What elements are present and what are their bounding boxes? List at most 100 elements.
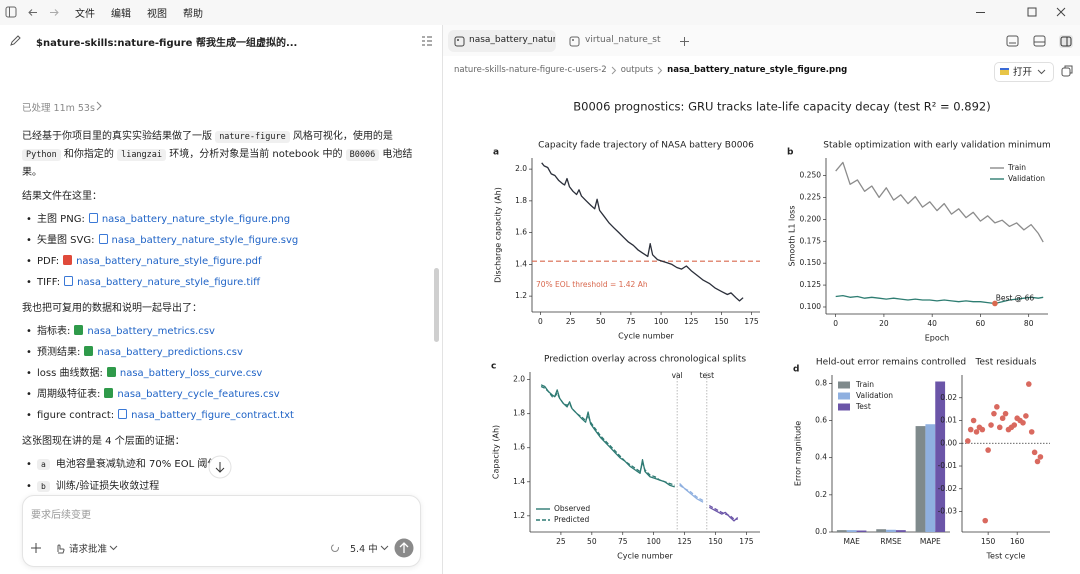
legend-swatch bbox=[838, 403, 850, 411]
menu-item[interactable]: 帮助 bbox=[183, 9, 203, 20]
text-run: 和你指定的 bbox=[60, 149, 118, 160]
nav-icons[interactable] bbox=[4, 5, 66, 20]
data-line bbox=[541, 162, 744, 302]
panel-letter: d bbox=[793, 365, 799, 375]
x-tick-label: 125 bbox=[684, 317, 699, 326]
composer[interactable] bbox=[22, 495, 421, 567]
file-link[interactable]: nasa_battery_nature_style_figure.tiff bbox=[77, 276, 261, 288]
residual-point bbox=[991, 410, 997, 417]
more-button[interactable]: ··· bbox=[270, 33, 280, 44]
chevron bbox=[380, 545, 389, 551]
x-tick-label: 160 bbox=[1010, 537, 1025, 546]
tab[interactable] bbox=[448, 30, 556, 52]
model-selector[interactable]: 5.4 中 bbox=[350, 544, 378, 555]
panel-icon[interactable] bbox=[420, 34, 434, 48]
file-link[interactable]: nasa_battery_nature_style_figure.pdf bbox=[76, 255, 262, 267]
new-tab-button[interactable] bbox=[678, 35, 691, 48]
elapsed-status[interactable]: 已处理 11m 53s bbox=[22, 103, 95, 114]
breadcrumb-item[interactable]: outputs bbox=[620, 65, 654, 75]
residual-point bbox=[1034, 458, 1041, 465]
residual-point bbox=[994, 404, 1000, 410]
app-icon bbox=[1000, 68, 1009, 75]
open-button[interactable] bbox=[994, 62, 1054, 82]
y-tick-label: 1.6 bbox=[515, 228, 527, 237]
residual-point bbox=[1023, 413, 1029, 419]
breadcrumb-item[interactable]: nature-skills-nature-figure-c-users-2 bbox=[454, 65, 607, 75]
bar bbox=[925, 424, 936, 532]
y-tick-label: 1.2 bbox=[513, 511, 525, 520]
residual-point bbox=[1017, 417, 1023, 424]
residual-point bbox=[979, 426, 986, 433]
section-heading: 我也把可复用的数据和说明一起导出了： bbox=[22, 303, 202, 314]
residual-point bbox=[1014, 415, 1020, 422]
tab-label[interactable]: nasa_battery_natur bbox=[469, 35, 555, 45]
residual-point bbox=[996, 424, 1003, 431]
edit-icon[interactable] bbox=[8, 34, 22, 48]
file-link[interactable]: nasa_battery_loss_curve.csv bbox=[119, 367, 263, 379]
copy-icon[interactable] bbox=[1060, 64, 1074, 78]
y-tick-label: 0.200 bbox=[800, 214, 822, 223]
image-icon bbox=[569, 36, 580, 47]
y-tick-label: 0.100 bbox=[800, 302, 822, 311]
window-controls[interactable] bbox=[972, 5, 1072, 20]
y-tick-label: 0.2 bbox=[815, 490, 827, 499]
inline-code: Python bbox=[22, 149, 61, 161]
file-icon bbox=[98, 233, 108, 244]
file-link[interactable]: nasa_battery_predictions.csv bbox=[97, 346, 243, 358]
breadcrumb: nature-skills-nature-figure-c-users-2 out… bbox=[454, 65, 847, 75]
file-link[interactable]: nasa_battery_figure_contract.txt bbox=[131, 409, 294, 421]
file-link[interactable]: nasa_battery_nature_style_figure.png bbox=[101, 213, 291, 225]
split-label: val bbox=[672, 371, 683, 380]
legend-swatch bbox=[838, 381, 850, 389]
file-link[interactable]: nasa_battery_nature_style_figure.svg bbox=[111, 234, 299, 246]
y-tick-label: 0.8 bbox=[815, 378, 827, 387]
file-link[interactable]: nasa_battery_metrics.csv bbox=[87, 325, 215, 337]
send-button[interactable] bbox=[394, 538, 414, 558]
file-icon bbox=[106, 366, 116, 377]
file-label: PDF: bbox=[37, 255, 60, 267]
section-heading: 这张图现在讲的是 4 个层面的证据： bbox=[22, 436, 185, 447]
residual-point bbox=[965, 438, 971, 444]
evidence-item: b 训练/验证损失收敛过程 bbox=[26, 476, 420, 498]
x-tick-label: 0 bbox=[833, 319, 838, 328]
file-icon bbox=[84, 345, 94, 356]
scrollbar[interactable] bbox=[434, 268, 439, 342]
y-tick-label: 0.0 bbox=[815, 527, 827, 536]
y-axis-label: Discharge capacity (Ah) bbox=[494, 187, 503, 283]
file-label: TIFF: bbox=[37, 276, 61, 288]
residual-point bbox=[1008, 424, 1015, 431]
file-item: figure contract: nasa_battery_figure_cont… bbox=[26, 405, 420, 426]
menu-item[interactable]: 文件 bbox=[75, 9, 95, 20]
legend-label: Validation bbox=[1008, 174, 1045, 183]
panel-letter: c bbox=[491, 362, 496, 372]
menu-item[interactable]: 编辑 bbox=[111, 9, 131, 20]
file-icon bbox=[104, 387, 114, 398]
tab-label[interactable]: virtual_nature_styl bbox=[585, 35, 661, 45]
x-tick-label: 80 bbox=[1024, 319, 1034, 328]
view-icons[interactable] bbox=[1005, 34, 1077, 49]
panel-title: Held-out error remains controlled bbox=[816, 358, 966, 368]
x-tick-label: 0 bbox=[538, 317, 543, 326]
file-item: 矢量图 SVG: nasa_battery_nature_style_figure… bbox=[26, 230, 420, 251]
residual-point bbox=[967, 426, 974, 433]
panel-title: Capacity fade trajectory of NASA battery… bbox=[538, 141, 754, 151]
composer-placeholder[interactable]: 要求后续变更 bbox=[31, 510, 91, 521]
file-link[interactable]: nasa_battery_cycle_features.csv bbox=[117, 388, 280, 400]
attach-button[interactable] bbox=[29, 541, 43, 555]
x-axis-label: Test cycle bbox=[986, 552, 1026, 561]
evidence-text: 电池容量衰减轨迹和 70% EOL 阈值 bbox=[55, 459, 218, 470]
y-axis-label: Error magnitude bbox=[794, 421, 803, 486]
bar bbox=[836, 530, 847, 532]
open-label[interactable]: 打开 bbox=[1013, 67, 1033, 78]
approval-mode[interactable]: 请求批准 bbox=[69, 544, 108, 555]
breadcrumb-separator bbox=[657, 66, 663, 74]
menu-item[interactable]: 视图 bbox=[147, 9, 167, 20]
residual-point bbox=[1002, 410, 1009, 417]
file-item: 主图 PNG: nasa_battery_nature_style_figure.… bbox=[26, 209, 420, 230]
residual-point bbox=[1028, 429, 1035, 435]
y-tick-label: 1.2 bbox=[515, 291, 527, 300]
split-label: test bbox=[700, 371, 714, 380]
scroll-down-button[interactable] bbox=[208, 455, 232, 479]
breadcrumb-item[interactable]: nasa_battery_nature_style_figure.png bbox=[667, 65, 848, 75]
